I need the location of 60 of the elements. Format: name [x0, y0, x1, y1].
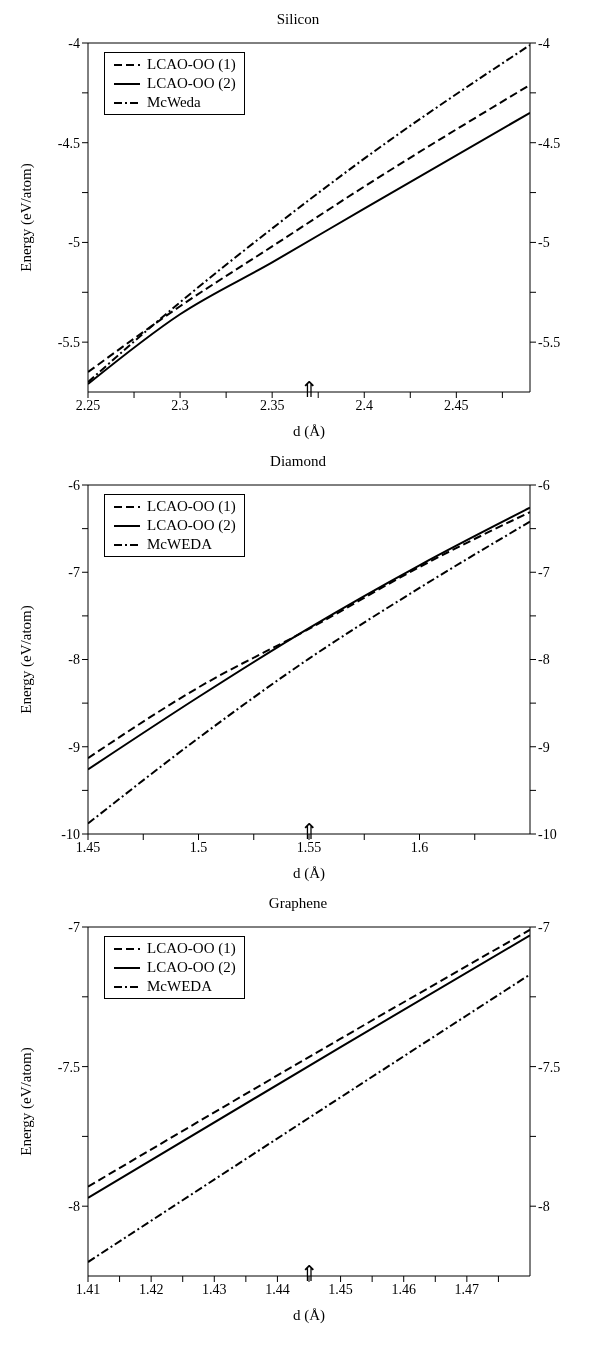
y-axis-title: Energy (eV/atom) [18, 163, 36, 272]
x-tick-label: 2.4 [355, 397, 373, 413]
x-tick-label: 1.47 [454, 1281, 480, 1297]
y-tick-label: -5.5 [57, 335, 80, 351]
y2-tick-label: -9 [538, 739, 550, 755]
x-tick-label: 2.45 [444, 397, 469, 413]
y2-tick-label: -5 [538, 235, 550, 251]
y-tick-label: -7.5 [57, 1059, 80, 1075]
x-axis-title: d (Å) [292, 1307, 326, 1324]
legend-label: LCAO-OO (1) [147, 939, 236, 958]
y2-tick-label: -4.5 [538, 135, 561, 151]
y2-tick-label: -7 [538, 565, 550, 581]
y2-tick-label: -7 [538, 919, 550, 935]
y-tick-label: -8 [68, 1199, 80, 1215]
y2-tick-label: -5.5 [538, 335, 561, 351]
x-tick-label: 1.45 [75, 839, 101, 855]
y-tick-label: -7 [68, 565, 80, 581]
y2-tick-label: -8 [538, 652, 550, 668]
x-tick-label: 2.35 [259, 397, 285, 413]
y-tick-label: -10 [61, 826, 80, 842]
y-axis-title: Energy (eV/atom) [18, 1047, 36, 1156]
x-tick-label: 1.5 [189, 839, 208, 855]
y2-tick-label: -6 [538, 477, 550, 493]
y-tick-label: -8 [68, 652, 80, 668]
x-axis-title: d (Å) [292, 423, 326, 440]
x-tick-label: 1.6 [410, 839, 429, 855]
x-tick-label: 2.25 [75, 397, 101, 413]
y2-tick-label: -7.5 [538, 1059, 561, 1075]
chart-title: Graphene [267, 894, 329, 913]
x-tick-label: 1.41 [75, 1281, 101, 1297]
legend-label: LCAO-OO (1) [147, 497, 236, 516]
legend-label: McWeda [147, 93, 201, 112]
x-axis-title: d (Å) [292, 865, 326, 882]
y-tick-label: -5 [68, 235, 80, 251]
legend-label: McWEDA [147, 535, 212, 554]
chart-title: Silicon [275, 10, 321, 29]
annotation: ⇑ [300, 377, 318, 402]
y-tick-label: -9 [68, 739, 80, 755]
x-tick-label: 1.42 [138, 1281, 164, 1297]
legend-label: LCAO-OO (2) [147, 958, 236, 977]
y-axis-title: Energy (eV/atom) [18, 605, 36, 714]
x-tick-label: 1.46 [391, 1281, 416, 1297]
x-tick-label: 1.55 [296, 839, 322, 855]
y2-tick-label: -4 [538, 35, 550, 51]
x-tick-label: 1.44 [265, 1281, 290, 1297]
y-tick-label: -4 [68, 35, 80, 51]
legend-label: LCAO-OO (2) [147, 516, 236, 535]
legend-label: McWEDA [147, 977, 212, 996]
legend-label: LCAO-OO (1) [147, 55, 236, 74]
annotation: ⇑ [300, 1261, 318, 1286]
y2-tick-label: -10 [538, 826, 557, 842]
legend-label: LCAO-OO (2) [147, 74, 236, 93]
y-tick-label: -7 [68, 919, 80, 935]
chart-title: Diamond [269, 452, 327, 471]
x-tick-label: 2.3 [171, 397, 189, 413]
y2-tick-label: -8 [538, 1199, 550, 1215]
x-tick-label: 1.45 [328, 1281, 353, 1297]
y-tick-label: -6 [68, 477, 80, 493]
x-tick-label: 1.43 [202, 1281, 227, 1297]
y-tick-label: -4.5 [57, 135, 80, 151]
